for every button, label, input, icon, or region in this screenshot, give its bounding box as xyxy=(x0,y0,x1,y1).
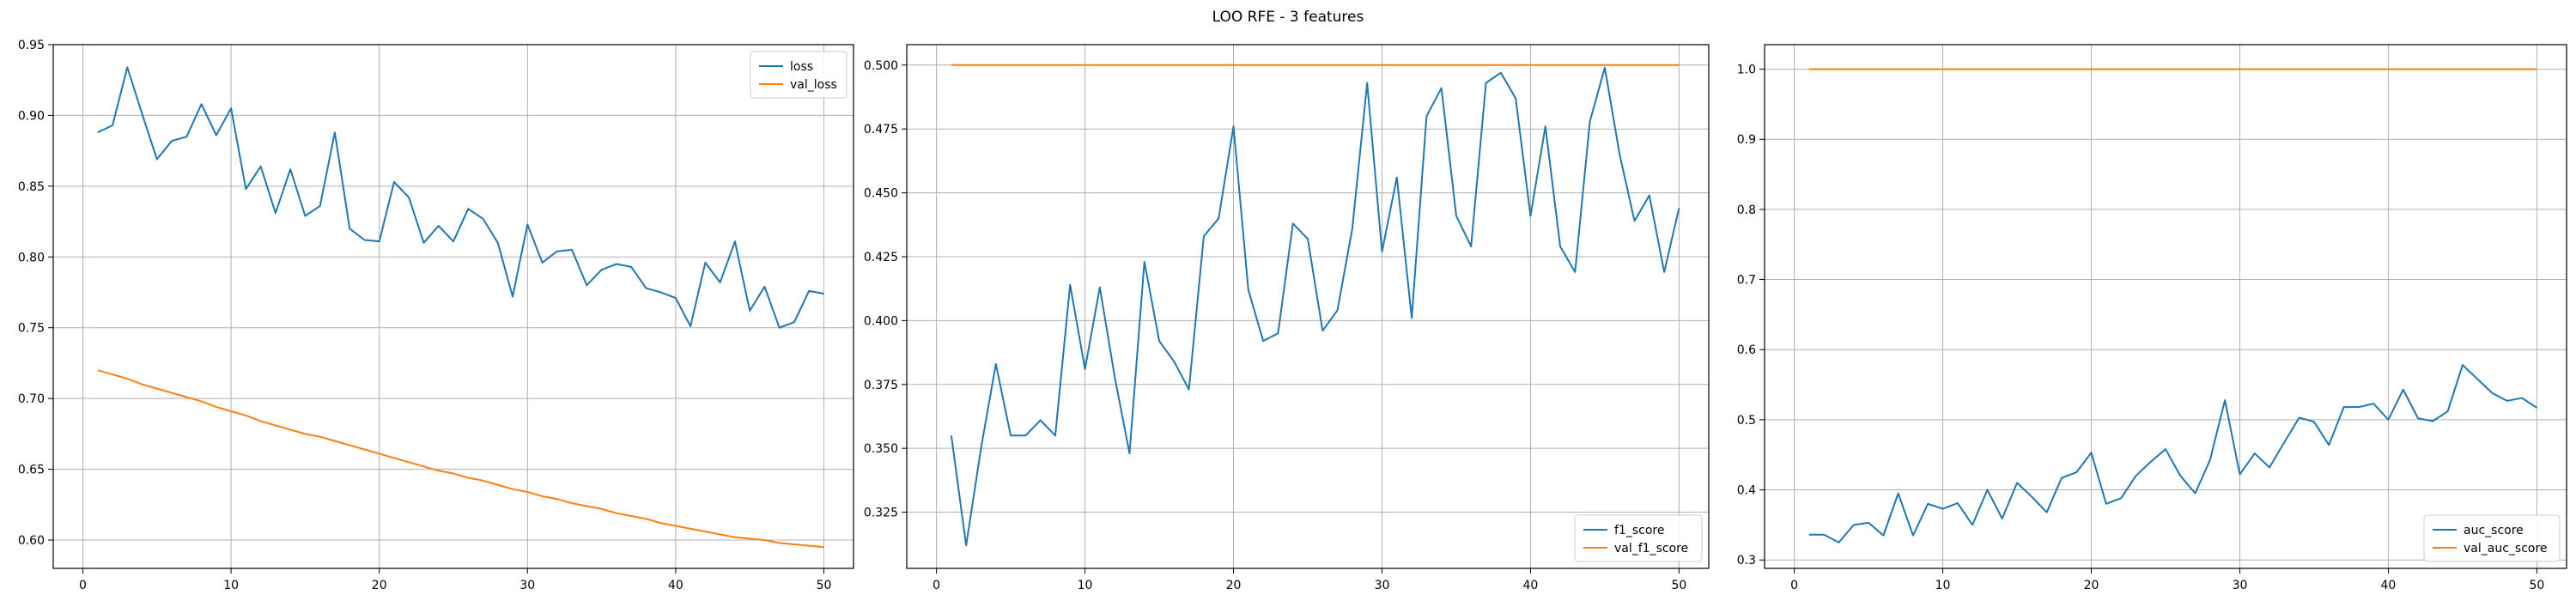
y-tick-label: 0.3 xyxy=(1737,554,1756,568)
legend-label: val_loss xyxy=(790,78,837,92)
legend-label: auc_score xyxy=(2464,524,2524,537)
axes-frame xyxy=(52,44,854,569)
y-tick-label: 0.7 xyxy=(1737,274,1756,288)
x-tick-label: 50 xyxy=(817,579,832,592)
y-tick-label: 0.90 xyxy=(18,109,45,123)
series-line-auc-score xyxy=(1808,364,2537,543)
y-tick-label: 0.375 xyxy=(864,379,898,392)
y-tick-label: 0.5 xyxy=(1737,414,1756,428)
x-tick-label: 20 xyxy=(1226,579,1242,592)
y-tick-label: 1.0 xyxy=(1737,64,1756,77)
subplot-f1-score: 0 10 20 30 40 50 0.325 0.350 0.375 0.400 0.425 0.45… xyxy=(864,44,1710,592)
axes-frame xyxy=(906,44,1710,569)
legend-box xyxy=(2423,514,2561,562)
y-tick-label: 0.9 xyxy=(1737,133,1756,147)
y-tick-label: 0.500 xyxy=(864,59,898,73)
axes-frame xyxy=(1764,44,2567,569)
y-tick-label: 0.60 xyxy=(18,534,45,548)
y-tick-label: 0.70 xyxy=(18,392,45,406)
x-tick-label: 10 xyxy=(1078,579,1093,592)
x-tick-label: 0 xyxy=(933,579,940,592)
y-tick-label: 0.85 xyxy=(18,180,45,194)
legend-label: val_f1_score xyxy=(1614,542,1688,555)
y-tick-label: 0.4 xyxy=(1737,484,1756,498)
series-line-loss xyxy=(97,66,824,329)
subplot-loss: 0 10 20 30 40 50 0.60 0.65 0.70 0.75 0.80 0.85 0.90 0… xyxy=(18,39,854,592)
x-tick-label: 10 xyxy=(223,579,239,592)
y-tick-label: 0.350 xyxy=(864,442,898,456)
y-tick-label: 0.75 xyxy=(18,322,45,336)
figure-title: LOO RFE - 3 features xyxy=(1212,9,1364,26)
x-tick-label: 0 xyxy=(1790,579,1798,592)
series-line-val-loss xyxy=(97,369,824,549)
x-tick-label: 30 xyxy=(1375,579,1390,592)
x-tick-label: 40 xyxy=(1523,579,1539,592)
legend: auc_score val_auc_score xyxy=(2423,514,2561,562)
y-tick-label: 0.325 xyxy=(864,507,898,520)
y-tick-label: 0.8 xyxy=(1737,203,1756,217)
x-tick-label: 40 xyxy=(668,579,683,592)
subplot-auc-score: 0 10 20 30 40 50 0.3 0.4 0.5 0.6 0.7 0.8 0.9 1.0 auc_s… xyxy=(1737,44,2567,592)
x-tick-label: 30 xyxy=(2233,579,2248,592)
x-tick-label: 50 xyxy=(2529,579,2544,592)
x-tick-label: 20 xyxy=(372,579,387,592)
y-tick-label: 0.80 xyxy=(18,251,45,264)
y-tick-label: 0.95 xyxy=(18,39,45,52)
legend-label: f1_score xyxy=(1614,524,1664,537)
y-tick-label: 0.65 xyxy=(18,464,45,477)
y-tick-label: 0.6 xyxy=(1737,343,1756,357)
x-tick-label: 40 xyxy=(2381,579,2397,592)
y-tick-label: 0.425 xyxy=(864,251,898,264)
x-tick-label: 20 xyxy=(2084,579,2099,592)
legend: f1_score val_f1_score xyxy=(1574,514,1703,562)
x-tick-label: 30 xyxy=(519,579,535,592)
x-tick-label: 50 xyxy=(1671,579,1686,592)
legend: loss val_loss xyxy=(750,51,848,99)
legend-label: val_auc_score xyxy=(2464,542,2548,555)
legend-box xyxy=(750,51,848,99)
series-line-f1-score xyxy=(950,66,1680,547)
y-tick-label: 0.475 xyxy=(864,123,898,137)
x-tick-label: 0 xyxy=(79,579,87,592)
y-tick-label: 0.450 xyxy=(864,187,898,201)
x-tick-label: 10 xyxy=(1935,579,1951,592)
legend-label: loss xyxy=(790,60,813,74)
y-tick-label: 0.400 xyxy=(864,314,898,328)
legend-box xyxy=(1574,514,1703,562)
